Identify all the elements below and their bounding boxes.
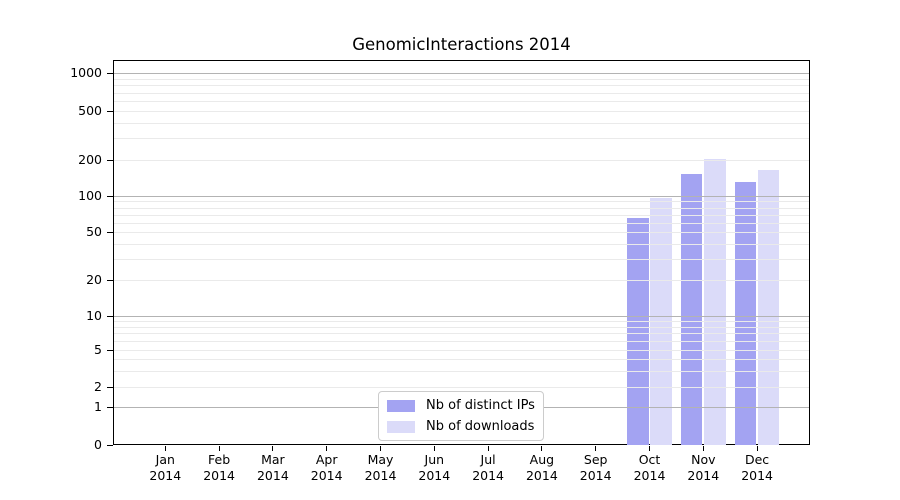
x-tick-year: 2014 (741, 468, 773, 483)
y-tick-mark (107, 111, 113, 112)
y-tick-label: 2 (94, 379, 102, 394)
y-tick-label: 5 (94, 342, 102, 357)
x-tick-year: 2014 (310, 468, 343, 483)
y-tick-label: 0 (94, 437, 102, 452)
x-tick-year: 2014 (633, 468, 666, 483)
y-tick-mark (107, 196, 113, 197)
x-tick-year: 2014 (203, 468, 235, 483)
x-tick-label: Mar 2014 (243, 452, 303, 484)
x-tick-label: Jun 2014 (404, 452, 464, 484)
x-tick-mark (380, 446, 381, 451)
x-tick-mark (433, 446, 435, 451)
x-tick-month: May (367, 452, 394, 467)
y-tick-label: 10 (86, 308, 102, 323)
x-tick-label: Aug 2014 (512, 452, 572, 484)
bar-distinct-ips (627, 218, 649, 445)
x-tick-label: Sep 2014 (566, 452, 626, 484)
x-tick-mark (272, 446, 274, 451)
bars-layer (114, 61, 809, 445)
y-tick-mark (107, 387, 113, 388)
x-tick-month: Oct (638, 452, 661, 467)
x-tick-label: Oct 2014 (620, 452, 680, 484)
x-tick-mark (702, 446, 704, 451)
x-tick-mark (218, 446, 220, 451)
bar-downloads (650, 197, 672, 445)
x-tick-year: 2014 (579, 468, 612, 483)
legend-swatch-downloads (387, 420, 415, 433)
y-tick-mark (107, 407, 113, 408)
x-tick-month: Apr (315, 452, 338, 467)
chart-title: GenomicInteractions 2014 (352, 35, 571, 54)
y-tick-label: 1 (94, 399, 102, 414)
y-tick-label: 500 (78, 103, 102, 118)
y-tick-mark (107, 445, 113, 446)
bar-downloads (704, 158, 726, 445)
bar-distinct-ips (734, 181, 757, 445)
y-tick-mark (107, 316, 113, 317)
x-tick-label: Jan 2014 (135, 452, 195, 484)
x-tick-label: May 2014 (351, 452, 411, 484)
x-tick-month: Jun (424, 452, 445, 467)
x-tick-mark (756, 446, 758, 451)
x-tick-year: 2014 (525, 468, 558, 483)
x-tick-year: 2014 (472, 468, 504, 483)
y-tick-mark (107, 160, 113, 161)
legend-label-distinct-ips: Nb of distinct IPs (426, 398, 535, 413)
x-tick-year: 2014 (687, 468, 720, 483)
x-tick-month: Feb (208, 452, 231, 467)
x-tick-mark (487, 446, 489, 451)
x-tick-month: Dec (744, 452, 770, 467)
x-tick-year: 2014 (364, 468, 397, 483)
legend-row-downloads: Nb of downloads (387, 419, 535, 434)
y-tick-label: 1000 (70, 65, 102, 80)
x-tick-mark (164, 446, 166, 451)
x-tick-month: Nov (691, 452, 716, 467)
bar-distinct-ips (680, 173, 703, 445)
legend-swatch-distinct-ips (387, 399, 415, 412)
x-tick-mark (595, 446, 597, 451)
x-tick-month: Jan (155, 452, 175, 467)
x-tick-label: Nov 2014 (673, 452, 733, 484)
x-tick-month: Aug (529, 452, 555, 467)
x-tick-mark (326, 446, 328, 451)
x-tick-label: Dec 2014 (727, 452, 787, 484)
x-tick-label: Apr 2014 (297, 452, 357, 484)
x-tick-month: Mar (261, 452, 285, 467)
legend-row-distinct-ips: Nb of distinct IPs (387, 398, 535, 413)
x-tick-year: 2014 (418, 468, 451, 483)
y-tick-label: 20 (86, 272, 102, 287)
bar-downloads (757, 169, 780, 445)
x-tick-label: Feb 2014 (189, 452, 249, 484)
y-tick-mark (107, 232, 113, 233)
y-tick-mark (107, 280, 113, 281)
x-tick-month: Sep (583, 452, 608, 467)
y-tick-label: 200 (78, 152, 102, 167)
y-tick-label: 100 (78, 188, 102, 203)
x-tick-mark (649, 446, 650, 451)
x-tick-month: Jul (480, 452, 496, 467)
x-tick-label: Jul 2014 (458, 452, 518, 484)
y-tick-label: 50 (86, 224, 102, 239)
x-tick-mark (541, 446, 543, 451)
plot-area: Nb of distinct IPs Nb of downloads (113, 60, 810, 445)
legend-label-downloads: Nb of downloads (426, 419, 535, 434)
x-tick-year: 2014 (256, 468, 289, 483)
x-tick-year: 2014 (149, 468, 182, 483)
legend: Nb of distinct IPs Nb of downloads (378, 391, 544, 441)
y-tick-mark (107, 350, 113, 351)
y-tick-mark (107, 73, 113, 74)
